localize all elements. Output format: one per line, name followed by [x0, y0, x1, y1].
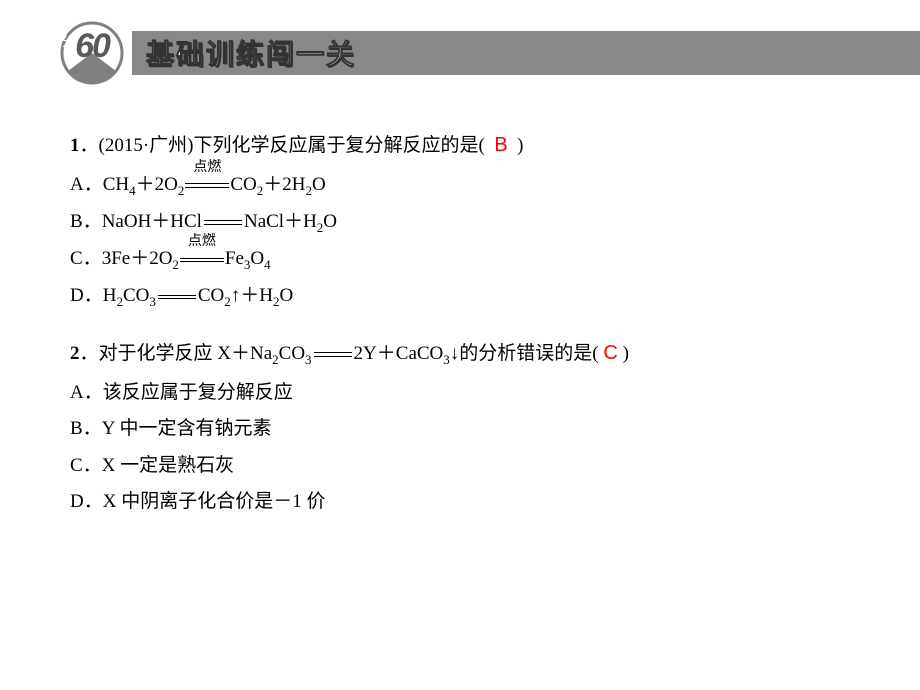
q1c-t1: 3Fe＋2O: [102, 248, 173, 269]
q1c-cond: 点燃: [179, 231, 225, 252]
q2-option-d: D．X 中阴离子化合价是－1 价: [70, 488, 850, 517]
badge-unit: 分: [58, 31, 78, 51]
q1b-eq: [204, 220, 242, 225]
q2-t4: ↓的分析错误的是(: [450, 343, 599, 364]
q1-close: ): [517, 135, 523, 156]
q1-option-d: D．H2CO3CO2↑＋H2O: [70, 282, 850, 311]
q1d-t3: CO: [198, 285, 224, 306]
q2-t1: ．对于化学反应 X＋Na: [80, 343, 273, 364]
q1d-sub2: 3: [149, 294, 156, 309]
q1c-t2: Fe: [225, 248, 244, 269]
title-bar: 基础训练闯一关: [132, 31, 920, 75]
q1d-t2: CO: [123, 285, 149, 306]
q2-option-b: B．Y 中一定含有钠元素: [70, 415, 850, 444]
q1-option-c: C．3Fe＋2O2点燃Fe3O4: [70, 245, 850, 274]
q1a-t3: CO: [230, 174, 256, 195]
q1b-t2: NaCl＋H: [244, 211, 317, 232]
q2-answer: C: [603, 342, 617, 364]
q1a-t2: ＋2O: [136, 174, 178, 195]
dots-pattern: [374, 31, 920, 75]
q2-number: 2: [70, 343, 80, 364]
q1a-label: A．: [70, 174, 103, 195]
q1d-t4: ↑＋H: [231, 285, 273, 306]
q1b-label: B．: [70, 211, 102, 232]
question-2: 2．对于化学反应 X＋Na2CO32Y＋CaCO3↓的分析错误的是( C ) A…: [70, 338, 850, 517]
q2-t3: 2Y＋CaCO: [354, 343, 444, 364]
q1-answer: B: [494, 134, 507, 156]
q1d-t1: H: [103, 285, 117, 306]
score-badge: 60 分: [60, 21, 124, 85]
q1a-cond: 点燃: [184, 157, 230, 178]
q2-stem: 2．对于化学反应 X＋Na2CO32Y＋CaCO3↓的分析错误的是( C ): [70, 338, 850, 369]
q2-option-a: A．该反应属于复分解反应: [70, 379, 850, 408]
q1c-sub3: 4: [264, 257, 271, 272]
question-1: 1．(2015·广州)下列化学反应属于复分解反应的是( B ) A．CH4＋2O…: [70, 130, 850, 312]
q1b-t1: NaOH＋HCl: [102, 211, 202, 232]
content-area: 1．(2015·广州)下列化学反应属于复分解反应的是( B ) A．CH4＋2O…: [0, 90, 920, 517]
q1c-arrow: 点燃: [179, 245, 225, 274]
q1a-t5: O: [312, 174, 326, 195]
q1-number: 1: [70, 135, 80, 156]
q1-source: (2015·广州): [99, 135, 194, 156]
q2-option-c: C．X 一定是熟石灰: [70, 452, 850, 481]
q1c-label: C．: [70, 248, 102, 269]
q1b-t3: O: [323, 211, 337, 232]
q1c-t3: O: [250, 248, 264, 269]
q2-eq: [314, 352, 352, 357]
q2-sub2: 3: [305, 351, 312, 366]
q2-t2: CO: [279, 343, 305, 364]
q1-option-a: A．CH4＋2O2点燃CO2＋2H2O: [70, 171, 850, 200]
q1-stem-text: 下列化学反应属于复分解反应的是(: [194, 135, 485, 156]
q1d-t5: O: [280, 285, 294, 306]
q1d-eq: [158, 295, 196, 300]
section-title: 基础训练闯一关: [146, 33, 356, 73]
q2-close: ): [623, 343, 629, 364]
q1d-label: D．: [70, 285, 103, 306]
header-bar: 60 分 基础训练闯一关: [0, 0, 920, 90]
q1a-arrow: 点燃: [184, 171, 230, 200]
q1a-t4: ＋2H: [263, 174, 305, 195]
badge-number: 60: [75, 27, 109, 66]
q1a-t1: CH: [103, 174, 129, 195]
